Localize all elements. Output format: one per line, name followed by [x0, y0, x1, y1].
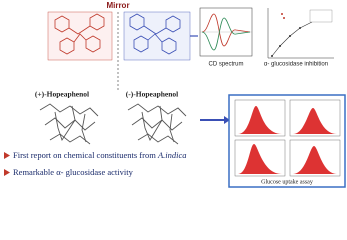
molecule-2d-minus [123, 11, 191, 61]
mirror-label: Mirror [106, 1, 129, 10]
compound-label: (+)-Hopeaphenol [35, 90, 89, 99]
plot-label: CD spectrum [208, 62, 243, 68]
histogram [289, 139, 341, 177]
molecule-3d-plus [39, 103, 99, 145]
bullet-text: First report on chemical constituents fr… [13, 150, 187, 160]
arrow-head [224, 116, 230, 124]
molecule-2d-plus [47, 11, 113, 61]
bullet-arrow [4, 169, 10, 176]
histogram [234, 99, 286, 137]
panel-label: Glucose uptake assay [261, 179, 313, 185]
molecule-3d-minus [127, 103, 187, 145]
compound-label: (-)-Hopeaphenol [126, 90, 179, 99]
bullet-text: Remarkable α- glucosidase activity [13, 167, 134, 177]
bullet-arrow [4, 152, 10, 159]
inhibition-plot [267, 8, 334, 59]
cd-plot [199, 7, 253, 57]
graphical-abstract: Mirror (+)-Hopeaphenol (-)-Hopeaphenol [4, 1, 346, 188]
plot-label: α- glucosidase inhibition [264, 62, 328, 68]
histogram [234, 139, 286, 177]
histogram [289, 99, 341, 137]
